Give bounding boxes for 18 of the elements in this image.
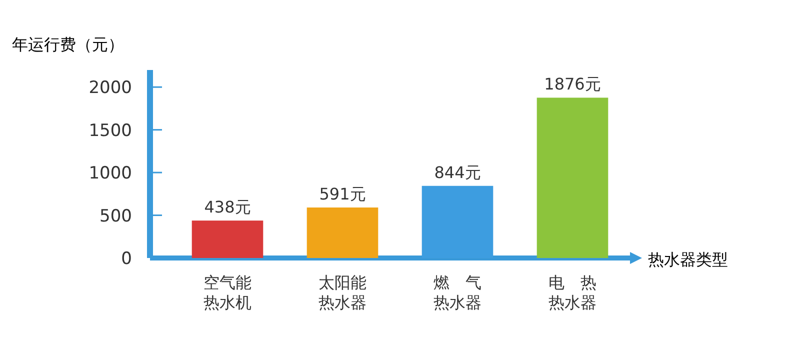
data-label: 1876元 <box>544 74 601 94</box>
y-tick-label: 0 <box>121 249 132 269</box>
bar <box>536 98 608 258</box>
data-label: 438元 <box>204 198 251 217</box>
data-label: 591元 <box>319 184 366 204</box>
x-tick-label: 太阳能热水器 <box>318 273 366 312</box>
bar <box>192 220 264 258</box>
x-tick-label: 电 热热水器 <box>548 273 596 312</box>
data-label: 844元 <box>434 162 481 182</box>
x-axis-title: 热水器类型 <box>648 250 728 269</box>
y-axis-title: 年运行费（元） <box>12 35 124 54</box>
y-tick-label: 1000 <box>88 164 132 184</box>
x-tick-label: 空气能热水机 <box>204 273 252 312</box>
y-tick-label: 1500 <box>88 120 132 141</box>
y-tick-label: 2000 <box>88 78 132 98</box>
x-tick-label: 燃 气热水器 <box>434 273 482 312</box>
y-tick-label: 500 <box>100 206 132 226</box>
bar <box>306 207 378 258</box>
